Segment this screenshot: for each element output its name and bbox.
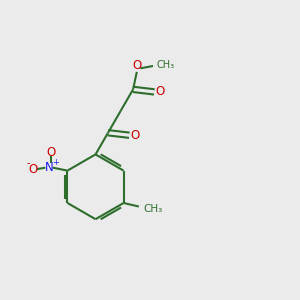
Text: CH₃: CH₃ — [143, 204, 163, 214]
Text: N: N — [45, 161, 54, 174]
Text: O: O — [130, 129, 139, 142]
Text: O: O — [46, 146, 55, 159]
Text: O: O — [155, 85, 164, 98]
Text: O: O — [132, 59, 141, 73]
Text: +: + — [52, 158, 59, 167]
Text: O: O — [28, 163, 38, 176]
Text: CH₃: CH₃ — [157, 59, 175, 70]
Text: -: - — [27, 158, 30, 168]
